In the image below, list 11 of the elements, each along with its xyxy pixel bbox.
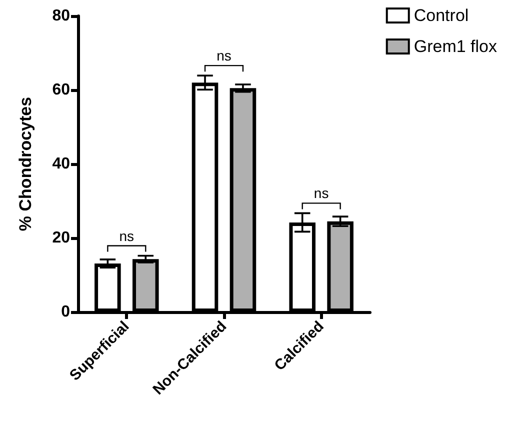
y-tick-label: 0 [61, 304, 70, 320]
legend-label: Grem1 flox [414, 37, 498, 56]
annotation: ns [119, 228, 134, 244]
y-tick-label: 20 [52, 230, 70, 246]
y-tick-label: 60 [52, 82, 70, 98]
y-tick-label: 40 [52, 156, 70, 172]
annotation: ns [314, 185, 329, 202]
y-tick-label: 80 [52, 8, 70, 24]
annotation: ns [216, 48, 232, 64]
y-axis-title: % Chondrocytes [16, 96, 35, 232]
legend-label: Control [414, 6, 469, 25]
